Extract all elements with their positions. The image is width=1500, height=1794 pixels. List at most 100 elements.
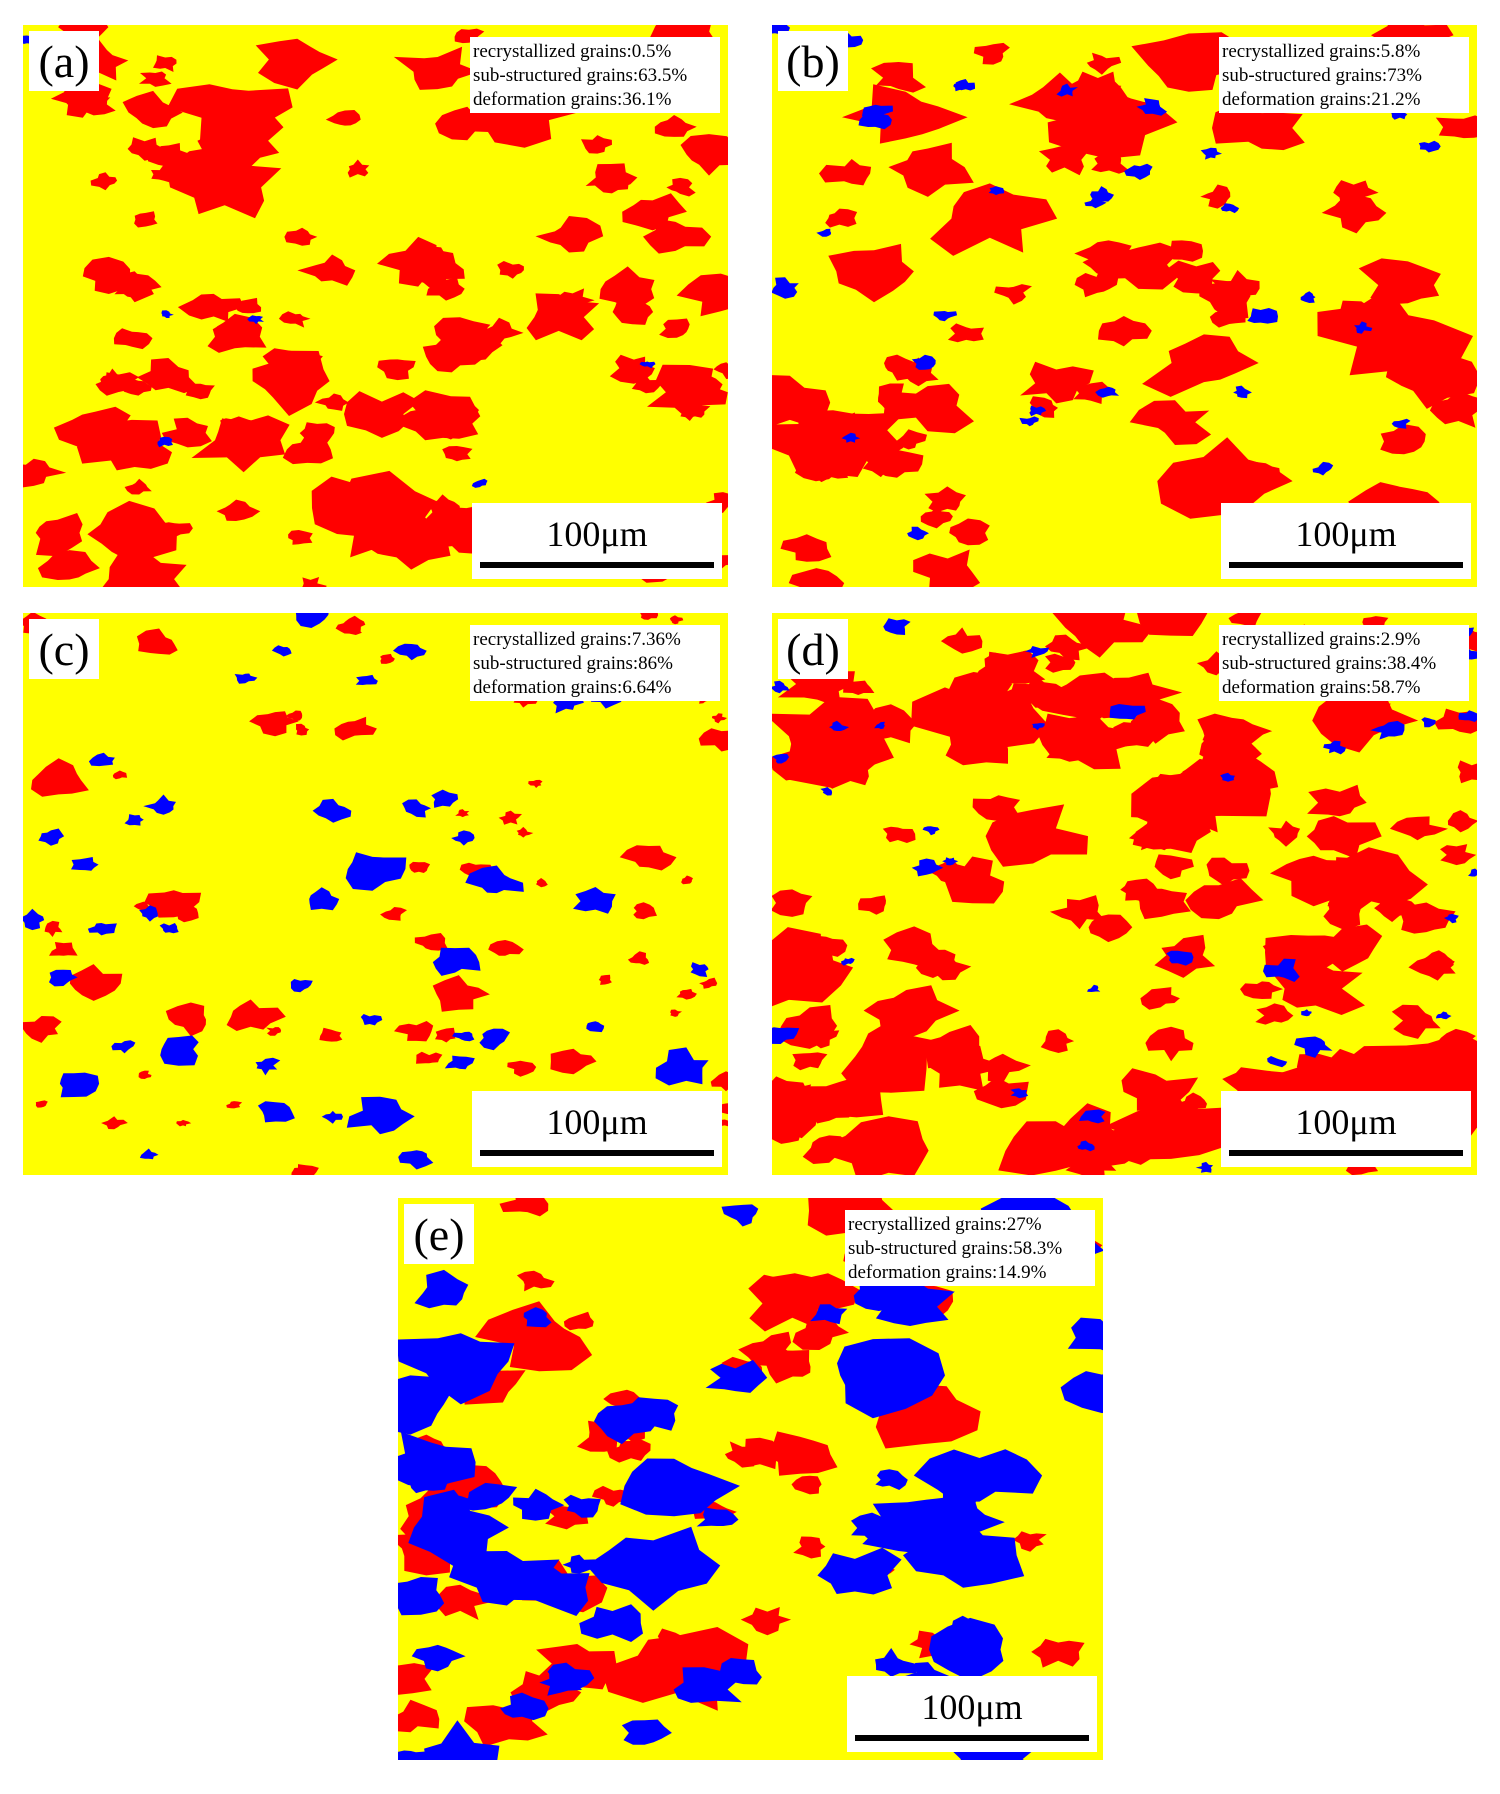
stats-line: deformation grains:58.7% <box>1222 677 1421 698</box>
blue-grain <box>903 1513 1025 1588</box>
red-grain <box>654 115 697 137</box>
red-grain <box>1142 1114 1211 1157</box>
blue-grain <box>309 887 340 911</box>
blue-grain <box>402 799 431 818</box>
stats-line: deformation grains:6.64% <box>473 677 672 698</box>
blue-grain <box>816 228 832 237</box>
red-grain <box>151 164 179 184</box>
red-grain <box>435 323 503 361</box>
stats-line: sub-structured grains:63.5% <box>473 65 687 86</box>
red-grain <box>95 436 172 471</box>
red-grain <box>1265 935 1348 983</box>
red-grain <box>918 1025 980 1069</box>
red-grain <box>666 177 696 197</box>
blue-grain <box>471 478 488 488</box>
red-grain <box>288 530 313 545</box>
red-grain <box>408 390 481 440</box>
red-grain <box>112 770 128 780</box>
blue-grain <box>1391 418 1411 429</box>
blue-grain <box>1019 416 1039 427</box>
blue-grain <box>639 361 656 369</box>
blue-grain <box>393 643 427 661</box>
red-grain <box>1038 144 1088 176</box>
red-grain <box>945 719 1011 766</box>
blue-grain <box>841 432 861 443</box>
blue-grain <box>255 1057 281 1076</box>
red-grain <box>1363 866 1416 897</box>
red-grain <box>973 1079 1029 1109</box>
blue-grain <box>1435 1011 1452 1020</box>
red-grain <box>920 955 972 981</box>
blue-grain <box>157 436 173 448</box>
blue-grain <box>1421 717 1436 728</box>
stats-line: recrystallized grains:0.5% <box>473 41 672 62</box>
grain-map: (b) recrystallized grains:5.8% sub-structu… <box>736 12 1496 598</box>
red-grain <box>825 208 858 228</box>
red-grain <box>841 1020 937 1093</box>
red-grain <box>291 1167 307 1177</box>
blue-grain <box>1301 1009 1312 1017</box>
blue-grain <box>346 1096 415 1135</box>
red-grain <box>319 1027 343 1042</box>
panel: (c) recrystallized grains:7.36% sub-struct… <box>19 605 743 1182</box>
panel-label: (a) <box>38 36 89 87</box>
blue-grain <box>22 908 45 931</box>
red-grain <box>551 288 595 315</box>
blue-grain <box>1090 186 1114 202</box>
blue-grain <box>911 354 936 370</box>
blue-grain <box>579 1604 643 1642</box>
red-grain <box>409 861 431 873</box>
blue-grain <box>620 1458 740 1517</box>
blue-grain <box>414 1269 469 1309</box>
red-grain <box>828 243 914 303</box>
scale-label: 100μm <box>921 1687 1022 1727</box>
red-grain <box>435 1027 456 1043</box>
red-grain <box>377 236 461 287</box>
blue-grain <box>933 311 958 322</box>
red-grain <box>197 113 284 174</box>
blue-grain <box>911 858 944 877</box>
red-grain <box>1140 987 1180 1010</box>
red-grain <box>249 711 299 737</box>
blue-grain <box>1354 321 1373 334</box>
red-grain <box>1408 956 1456 981</box>
stats-box <box>470 37 720 113</box>
red-grain <box>1206 857 1250 886</box>
blue-grain <box>586 1021 605 1033</box>
red-grain <box>659 318 690 338</box>
blue-grain <box>390 1750 429 1768</box>
blue-grain <box>1323 740 1346 755</box>
blue-grain <box>1267 1056 1288 1068</box>
blue-grain <box>929 1617 1004 1682</box>
blue-grain <box>124 814 144 826</box>
red-grain <box>1240 981 1284 999</box>
blue-grain <box>1032 723 1045 731</box>
red-grain <box>127 137 165 161</box>
red-grain <box>1012 1531 1047 1552</box>
blue-grain <box>321 1110 343 1124</box>
red-grain <box>1145 1026 1194 1062</box>
red-grain <box>1095 242 1182 290</box>
blue-grain <box>922 826 940 836</box>
red-grain <box>389 1699 440 1733</box>
blue-grain <box>500 1692 549 1721</box>
red-grain <box>284 227 318 246</box>
grain-map: (d) recrystallized grains:2.9% sub-structu… <box>716 589 1500 1183</box>
red-grain <box>842 84 968 144</box>
red-grain <box>255 38 338 90</box>
red-grain <box>416 1051 443 1064</box>
red-grain <box>1358 258 1441 305</box>
red-grain <box>1074 240 1132 274</box>
panel-label: (e) <box>413 1209 464 1260</box>
red-grain <box>1306 816 1382 859</box>
blue-grain <box>770 680 790 694</box>
red-grain <box>536 878 548 888</box>
blue-grain <box>771 277 799 299</box>
red-grain <box>928 1041 1009 1091</box>
blue-grain <box>720 1658 762 1685</box>
red-grain <box>406 263 433 279</box>
red-grain <box>1142 334 1259 397</box>
blue-grain <box>271 645 292 657</box>
blue-grain <box>59 1072 100 1098</box>
blue-grain <box>257 1101 295 1123</box>
